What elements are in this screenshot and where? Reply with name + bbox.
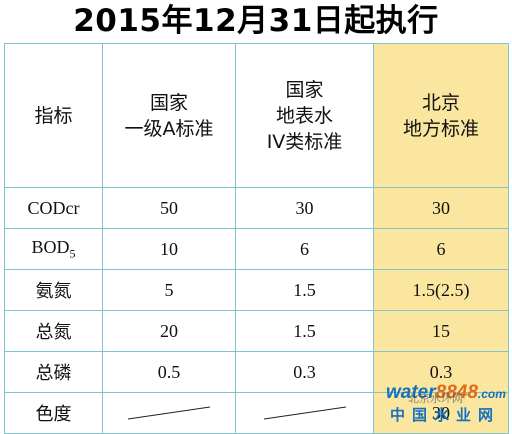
not-applicable-cell xyxy=(235,392,374,434)
value-cell: 0.5 xyxy=(102,351,236,393)
value-cell: 50 xyxy=(102,187,236,229)
header-col2-line1: 国家 xyxy=(285,78,324,101)
header-col3-line2: 地方标准 xyxy=(402,117,479,140)
header-col1-line1: 国家 xyxy=(149,91,188,114)
row-label: 总氮 xyxy=(4,310,103,352)
value-cell: 30 xyxy=(373,187,509,229)
value-cell: 1.5 xyxy=(235,310,374,352)
header-national-grade-1a: 国家 一级A标准 xyxy=(102,43,236,188)
row-label: 总磷 xyxy=(4,351,103,393)
table-row: 总磷 0.5 0.3 0.3 xyxy=(4,351,509,393)
slash-line-icon xyxy=(127,406,211,420)
value-cell: 20 xyxy=(102,310,236,352)
value-cell: 30 xyxy=(373,392,509,434)
table-row: 总氮 20 1.5 15 xyxy=(4,310,509,352)
table-row: 氨氮 5 1.5 1.5(2.5) xyxy=(4,269,509,311)
value-cell: 10 xyxy=(102,228,236,270)
header-indicator-label: 指标 xyxy=(34,104,73,127)
value-cell: 1.5 xyxy=(235,269,374,311)
slash-line-icon xyxy=(263,406,346,420)
value-cell-highlighted: 15 xyxy=(373,310,509,352)
value-cell: 1.5(2.5) xyxy=(373,269,509,311)
header-indicator: 指标 xyxy=(4,43,103,188)
value-cell: 0.3 xyxy=(235,351,374,393)
row-label: CODcr xyxy=(4,187,103,229)
not-applicable-cell xyxy=(102,392,236,434)
row-label-subscript: 5 xyxy=(69,246,76,261)
standards-table: 指标 国家 一级A标准 国家 地表水 IV类标准 北京 地方标准 CODcr 5… xyxy=(4,43,509,434)
value-cell: 5 xyxy=(102,269,236,311)
header-col2-line2: 地表水 xyxy=(275,104,333,127)
header-national-surface-water-iv: 国家 地表水 IV类标准 xyxy=(235,43,374,188)
table-row: 色度 30 xyxy=(4,392,509,434)
value-cell: 0.3 xyxy=(373,351,509,393)
value-cell: 30 xyxy=(235,187,374,229)
row-label-text: BOD xyxy=(31,236,70,257)
header-col1-line2: 一级A标准 xyxy=(124,117,214,140)
table-row: BOD5 10 6 6 xyxy=(4,228,509,270)
header-col3-line1: 北京 xyxy=(421,91,460,114)
row-label: 色度 xyxy=(4,392,103,434)
value-cell: 6 xyxy=(235,228,374,270)
header-col2-line3: IV类标准 xyxy=(266,130,343,153)
header-beijing-local-standard: 北京 地方标准 xyxy=(373,43,509,188)
row-label: 氨氮 xyxy=(4,269,103,311)
value-cell: 6 xyxy=(373,228,509,270)
table-row: CODcr 50 30 30 xyxy=(4,187,509,229)
page-title: 2015年12月31日起执行 xyxy=(73,3,439,39)
table-header-row: 指标 国家 一级A标准 国家 地表水 IV类标准 北京 地方标准 xyxy=(4,43,509,188)
row-label: BOD5 xyxy=(4,228,103,270)
